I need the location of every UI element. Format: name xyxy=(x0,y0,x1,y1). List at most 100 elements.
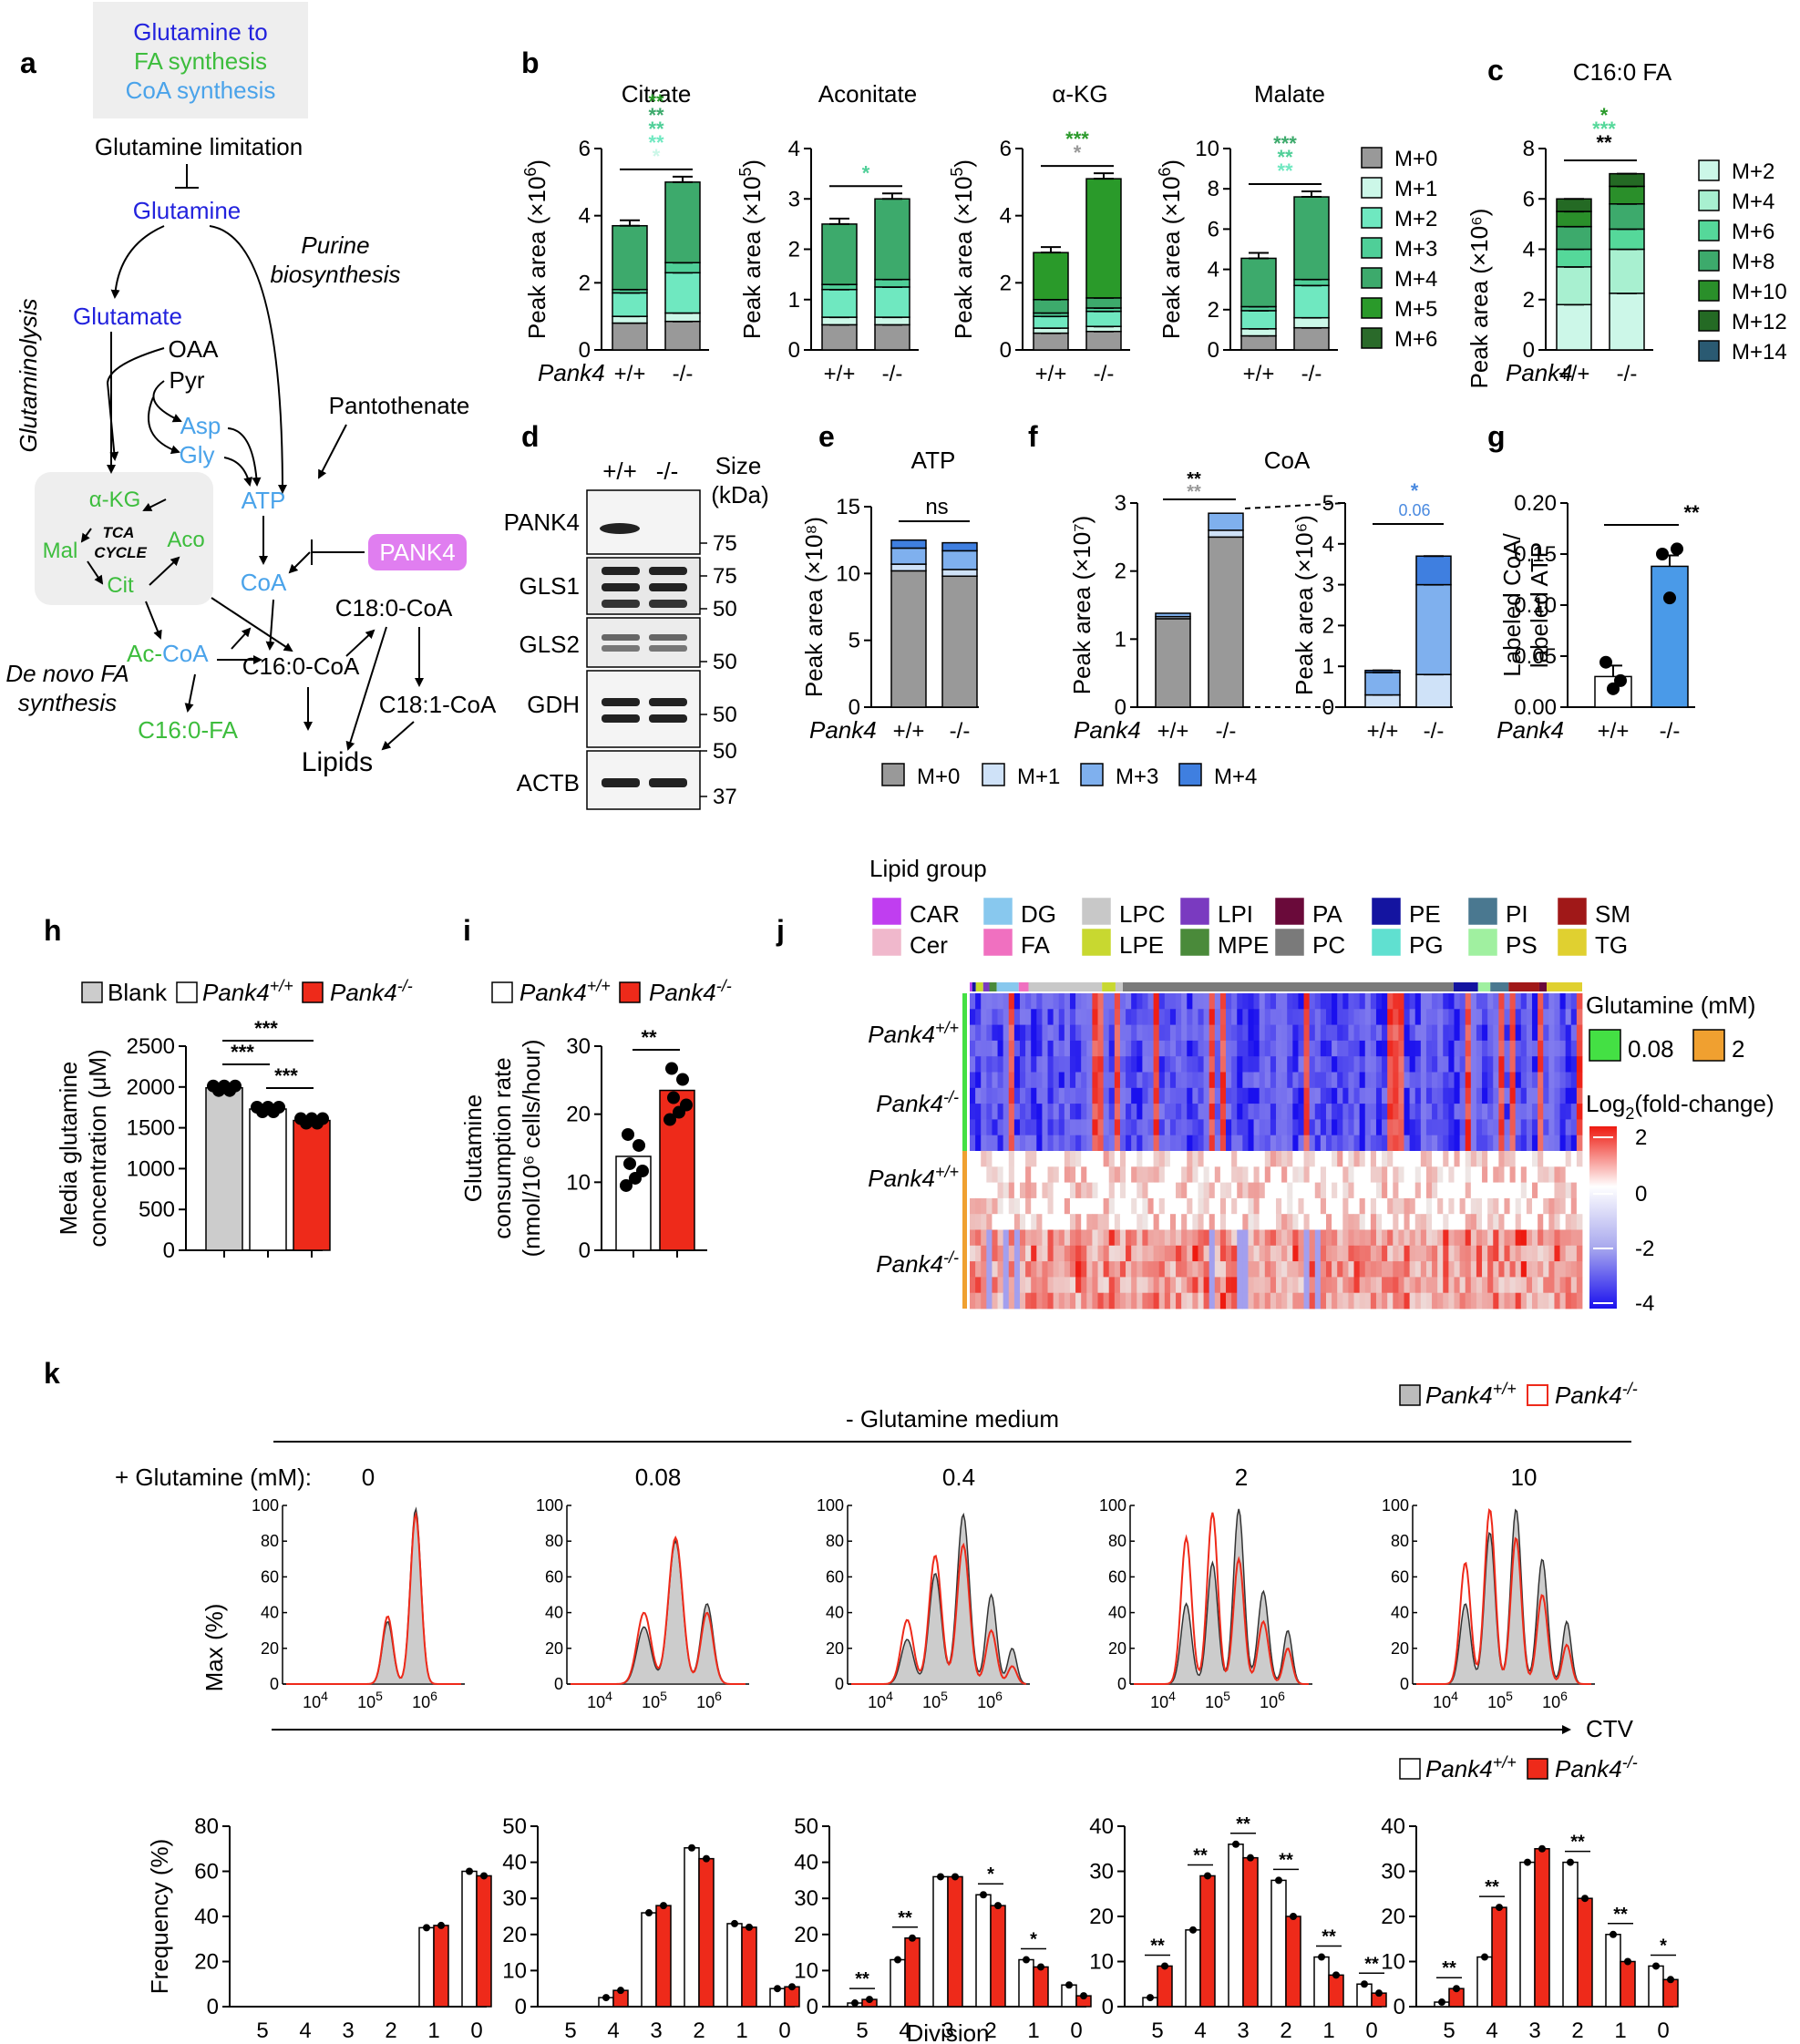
heatmap-cell xyxy=(1393,1229,1399,1247)
heatmap-cell xyxy=(1031,1197,1037,1215)
division-label: 3 xyxy=(1237,2018,1249,2043)
heatmap-cell xyxy=(1242,1135,1249,1152)
h-y-tick-label: 1500 xyxy=(127,1116,175,1141)
legend-swatch-wt xyxy=(1399,1758,1421,1780)
annotation-segment xyxy=(975,982,983,991)
heatmap-cell xyxy=(1348,1040,1354,1057)
heatmap-cell xyxy=(1520,1072,1527,1089)
division-label: 0 xyxy=(1657,2018,1669,2043)
heatmap-cell xyxy=(1576,1277,1583,1294)
heatmap-cell xyxy=(1069,1135,1076,1152)
heatmap-cell xyxy=(1443,1024,1449,1042)
heatmap-cell xyxy=(1370,1024,1377,1042)
heatmap-cell xyxy=(1298,1261,1304,1278)
heatmap-cell xyxy=(1176,1151,1182,1167)
heatmap-cell xyxy=(1364,1292,1372,1310)
data-point xyxy=(746,1923,753,1931)
heatmap-cell xyxy=(1270,1135,1277,1152)
heatmap-cell xyxy=(1414,1245,1422,1262)
heatmap-cell xyxy=(1482,1040,1488,1057)
heatmap-cell xyxy=(1181,1197,1188,1215)
heatmap-cell xyxy=(1031,1072,1037,1089)
heatmap-cell xyxy=(1432,1040,1438,1057)
heatmap-cell xyxy=(1248,1024,1254,1042)
heatmap-cell xyxy=(1253,1277,1260,1294)
heatmap-cell xyxy=(1281,1072,1288,1089)
heatmap-cell xyxy=(1287,1087,1293,1104)
heatmap-cell xyxy=(1187,1072,1193,1089)
sig-mark: * xyxy=(1030,1930,1037,1950)
bar-segment xyxy=(1556,303,1592,351)
heatmap-cell xyxy=(1576,1024,1583,1042)
heatmap-cell xyxy=(1013,1119,1021,1136)
heatmap-cell xyxy=(1003,1151,1010,1167)
heatmap-cell xyxy=(1226,1009,1232,1025)
heatmap-cell xyxy=(1031,1009,1037,1025)
data-point xyxy=(951,1873,959,1881)
heatmap-cell xyxy=(975,1277,982,1294)
annotation-segment xyxy=(970,982,972,991)
heatmap-cell xyxy=(1142,1182,1148,1199)
heatmap-cell xyxy=(1559,1119,1567,1136)
group-label: CAR xyxy=(910,900,960,928)
scale-sub: 2 xyxy=(1625,1104,1634,1123)
heatmap-cell xyxy=(1448,1261,1455,1278)
heatmap-cell xyxy=(975,1292,982,1310)
data-point xyxy=(937,1873,944,1881)
heatmap-cell xyxy=(1153,1072,1160,1089)
heatmap-cell xyxy=(1437,1024,1444,1042)
heatmap-cell xyxy=(1465,1245,1472,1262)
heatmap-cell xyxy=(1292,1119,1299,1136)
heatmap-cell xyxy=(975,1009,982,1025)
heatmap-cell xyxy=(1198,1056,1204,1073)
heatmap-cell xyxy=(1013,1104,1021,1120)
heatmap-cell xyxy=(1382,1292,1388,1310)
heatmap-cell xyxy=(1281,993,1288,1010)
node-glutaminolysis: Glutaminolysis xyxy=(15,298,42,452)
heatmap-cell xyxy=(1437,1040,1444,1057)
data-point xyxy=(1023,1956,1030,1964)
data-point xyxy=(1581,1895,1589,1903)
heatmap-cell xyxy=(1437,1056,1444,1073)
glutamine-label: + Glutamine (mM): xyxy=(115,1464,312,1491)
heatmap-cell xyxy=(1158,1151,1166,1167)
heatmap-cell xyxy=(992,1166,998,1183)
heatmap-cell xyxy=(1420,993,1427,1010)
legend-label: M+4 xyxy=(1732,190,1774,214)
heatmap-cell xyxy=(1320,1135,1327,1152)
heatmap-cell xyxy=(1237,1245,1243,1262)
heatmap-cell xyxy=(1103,1245,1110,1262)
lane-ko: -/- xyxy=(656,457,679,485)
heatmap-cell xyxy=(1298,1214,1304,1230)
heatmap-cell xyxy=(1058,1024,1065,1042)
heatmap-cell xyxy=(1303,1261,1311,1278)
heatmap-cell xyxy=(992,1119,998,1136)
heatmap-cell xyxy=(1192,1277,1198,1294)
heatmap-cell xyxy=(1487,1072,1494,1089)
heatmap-cell xyxy=(1515,1056,1522,1073)
heatmap-cell xyxy=(1126,1277,1132,1294)
heatmap-cell xyxy=(1181,1166,1188,1183)
heatmap-cell xyxy=(1382,993,1388,1010)
heatmap-cell xyxy=(1047,1040,1054,1057)
node-purine-1: Purine xyxy=(301,231,369,259)
heatmap-cell xyxy=(1526,993,1533,1010)
heatmap-cell xyxy=(1114,1245,1121,1262)
y-axis-unit: 6 xyxy=(521,168,540,177)
legend-coa: CoA synthesis xyxy=(126,77,276,104)
heatmap-cell xyxy=(1382,1056,1388,1073)
heatmap-cell xyxy=(1209,1087,1216,1104)
heatmap-cell xyxy=(1064,1135,1071,1152)
heatmap-cell xyxy=(1126,1135,1132,1152)
legend-swatch xyxy=(176,981,198,1003)
heatmap-cell xyxy=(1420,1135,1427,1152)
y-axis-label: Labeled CoA/ xyxy=(1498,532,1526,676)
heatmap-cell xyxy=(1548,1277,1555,1294)
bar-segment xyxy=(1556,211,1592,228)
heatmap-cell xyxy=(1409,993,1416,1010)
heatmap-cell xyxy=(1058,1166,1065,1183)
heatmap-cell xyxy=(1008,1009,1015,1025)
heatmap-cell xyxy=(1119,1245,1126,1262)
heatmap-cell xyxy=(1470,1277,1477,1294)
heatmap-cell xyxy=(1181,1040,1188,1057)
